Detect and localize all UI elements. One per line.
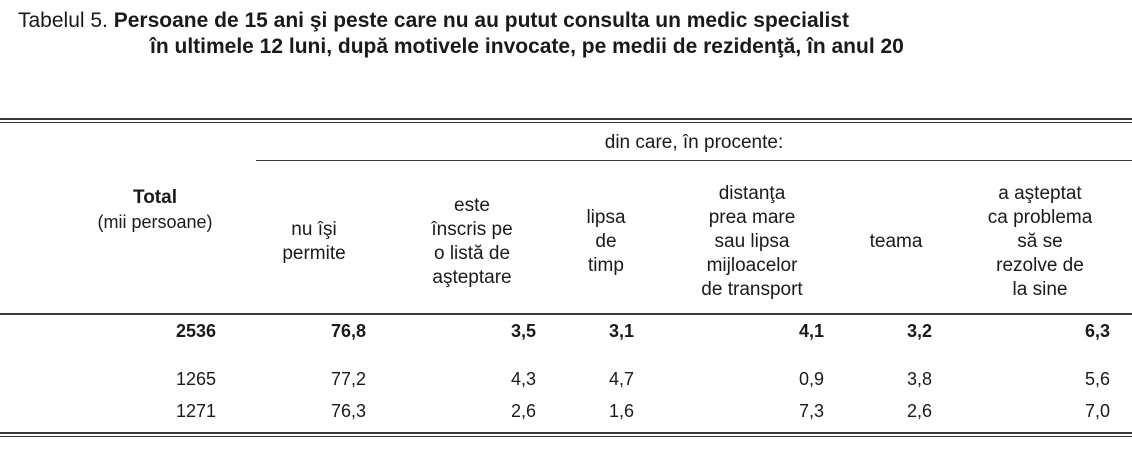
cell-total: 1265 [175, 369, 216, 389]
total-header-label: Total [133, 187, 177, 208]
cell-fear: 2,6 [906, 401, 932, 421]
cell-lack-of-time: 4,7 [608, 369, 634, 389]
title-text-line-2: în ultimele 12 luni, după motivele invoc… [150, 35, 904, 58]
cell-lack-of-time: 1,6 [608, 401, 634, 421]
column-header-waiting-list: este înscris pe o listă de aşteptare [431, 195, 513, 288]
table-top-rule-thin [0, 122, 1132, 123]
cell-cannot-afford: 77,2 [330, 369, 366, 389]
cell-lack-of-time: 3,1 [608, 321, 634, 341]
column-header-wait-self-resolve: a aşteptat ca problema să se rezolve de … [987, 183, 1093, 300]
cell-cannot-afford: 76,3 [330, 401, 366, 421]
cell-wait-self-resolve: 7,0 [1084, 401, 1110, 421]
group-header-rule [256, 160, 1132, 161]
cell-distance-transport: 0,9 [798, 369, 824, 389]
cell-total: 1271 [175, 401, 216, 421]
cell-total: 2536 [175, 321, 216, 341]
column-header-cannot-afford: nu îşi permite [282, 219, 346, 264]
column-header-distance-transport: distanţa prea mare sau lipsa mijloacelor… [701, 183, 803, 300]
cell-waiting-list: 4,3 [510, 369, 536, 389]
column-header-lack-of-time: lipsa de timp [586, 207, 626, 276]
total-header: Total (mii persoane) [60, 186, 250, 234]
table-title: Tabelul 5. Persoane de 15 ani şi peste c… [18, 8, 1132, 60]
table-row: 1265 77,2 4,3 4,7 0,9 3,8 5,6 [0, 362, 1132, 396]
title-prefix: Tabelul 5. [18, 9, 108, 32]
title-line-1: Tabelul 5. Persoane de 15 ani şi peste c… [18, 8, 1132, 34]
table-bottom-rule-thin [0, 436, 1132, 437]
column-header-fear: teama [869, 231, 923, 252]
table-row: 2536 76,8 3,5 3,1 4,1 3,2 6,3 [0, 314, 1132, 348]
cell-wait-self-resolve: 5,6 [1084, 369, 1110, 389]
total-header-unit: (mii persoane) [97, 212, 213, 232]
cell-fear: 3,2 [906, 321, 932, 341]
header-bottom-rule [0, 313, 1132, 315]
cell-waiting-list: 3,5 [510, 321, 536, 341]
group-header: din care, în procente: [604, 132, 784, 153]
cell-wait-self-resolve: 6,3 [1084, 321, 1110, 341]
cell-cannot-afford: 76,8 [330, 321, 366, 341]
cell-waiting-list: 2,6 [510, 401, 536, 421]
cell-distance-transport: 7,3 [798, 401, 824, 421]
cell-fear: 3,8 [906, 369, 932, 389]
cell-distance-transport: 4,1 [798, 321, 824, 341]
table-row: 1271 76,3 2,6 1,6 7,3 2,6 7,0 [0, 394, 1132, 428]
table-top-rule [0, 118, 1132, 120]
title-text-line-1: Persoane de 15 ani şi peste care nu au p… [113, 9, 849, 32]
table-bottom-rule [0, 432, 1132, 434]
